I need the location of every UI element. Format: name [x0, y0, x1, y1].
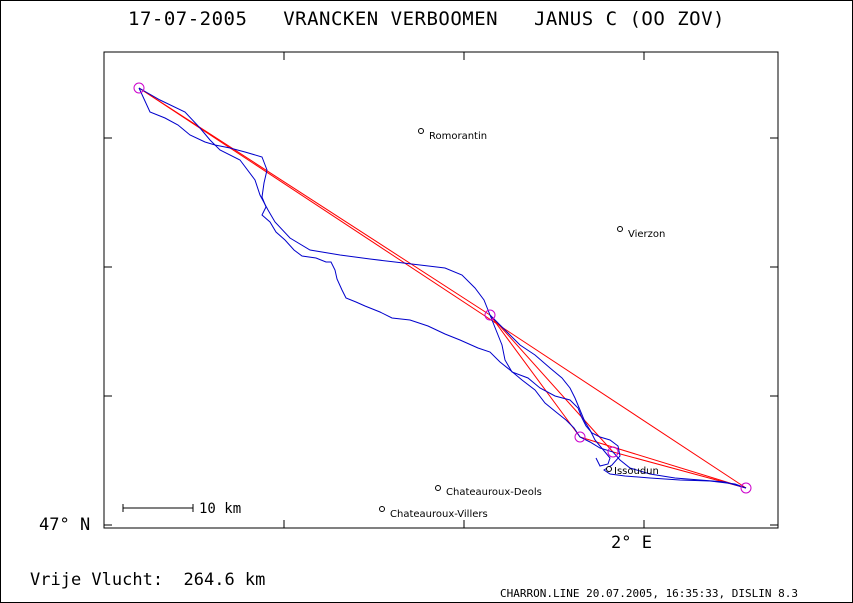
place-label: Chateauroux-Deols — [446, 487, 542, 498]
place-markers — [379, 128, 623, 512]
place-label: Vierzon — [628, 229, 665, 240]
place-marker-issoudun — [606, 466, 612, 472]
footer-info: CHARRON.LINE 20.07.2005, 16:35:33, DISLI… — [500, 587, 799, 600]
longitude-label: 2° E — [611, 533, 652, 553]
map-border — [103, 51, 779, 529]
flight-track — [138, 87, 747, 489]
place-label: Romorantin — [429, 131, 487, 142]
distance-summary: Vrije Vlucht: 264.6 km — [30, 570, 266, 590]
place-marker-vierzon — [617, 226, 623, 232]
scale-bar-label: 10 km — [199, 501, 241, 517]
axis-ticks — [103, 52, 778, 528]
page-title: 17-07-2005 VRANCKEN VERBOOMEN JANUS C (O… — [128, 8, 725, 30]
turnpoints — [133, 82, 752, 494]
place-label: Chateauroux-Villers — [390, 509, 488, 520]
turnpoint-1 — [484, 309, 496, 321]
turnpoint-3 — [607, 446, 619, 458]
turnpoint-end — [740, 482, 752, 494]
place-label: Issoudun — [614, 466, 659, 477]
turnpoint-start — [133, 82, 145, 94]
flight-track-segment-2 — [489, 314, 611, 467]
scale-bar — [122, 504, 194, 512]
place-marker-chateauroux-villers — [379, 506, 385, 512]
place-marker-chateauroux-deols — [435, 485, 441, 491]
turnpoint-2 — [574, 431, 586, 443]
place-marker-romorantin — [418, 128, 424, 134]
latitude-label: 47° N — [39, 515, 91, 535]
